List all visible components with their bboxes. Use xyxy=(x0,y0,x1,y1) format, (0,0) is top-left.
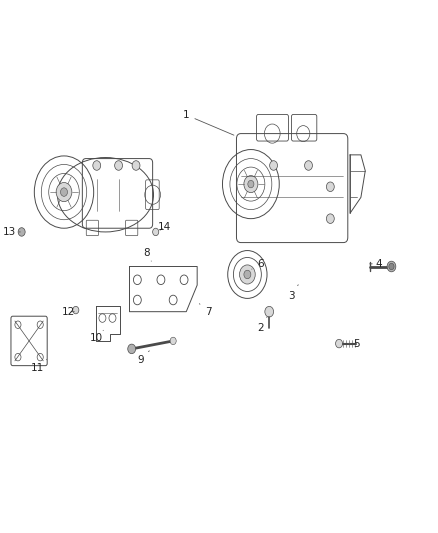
Text: 11: 11 xyxy=(31,360,46,373)
Text: 1: 1 xyxy=(183,110,234,135)
Circle shape xyxy=(270,161,278,170)
Circle shape xyxy=(244,270,251,279)
Circle shape xyxy=(115,161,123,170)
Circle shape xyxy=(56,182,72,201)
Circle shape xyxy=(60,188,67,196)
Circle shape xyxy=(248,180,254,188)
Text: 13: 13 xyxy=(3,227,20,237)
Text: 5: 5 xyxy=(348,338,360,349)
Circle shape xyxy=(389,263,394,270)
Circle shape xyxy=(326,214,334,223)
Circle shape xyxy=(240,265,255,284)
Circle shape xyxy=(170,337,176,345)
Circle shape xyxy=(93,161,101,170)
Text: 8: 8 xyxy=(144,248,151,261)
Circle shape xyxy=(387,261,396,272)
Text: 7: 7 xyxy=(199,304,212,317)
Circle shape xyxy=(73,306,79,314)
Text: 12: 12 xyxy=(62,306,75,317)
Circle shape xyxy=(132,161,140,170)
Circle shape xyxy=(128,344,136,354)
Circle shape xyxy=(18,228,25,236)
Circle shape xyxy=(244,175,258,192)
Circle shape xyxy=(304,161,312,170)
Text: 9: 9 xyxy=(137,351,149,365)
Text: 10: 10 xyxy=(90,330,103,343)
Circle shape xyxy=(326,182,334,191)
Text: 3: 3 xyxy=(288,285,298,301)
Text: 14: 14 xyxy=(158,222,171,232)
Text: 2: 2 xyxy=(257,317,267,333)
Text: 6: 6 xyxy=(252,259,264,269)
Circle shape xyxy=(336,340,343,348)
Circle shape xyxy=(152,228,159,236)
Text: 4: 4 xyxy=(370,259,381,269)
Circle shape xyxy=(265,306,274,317)
